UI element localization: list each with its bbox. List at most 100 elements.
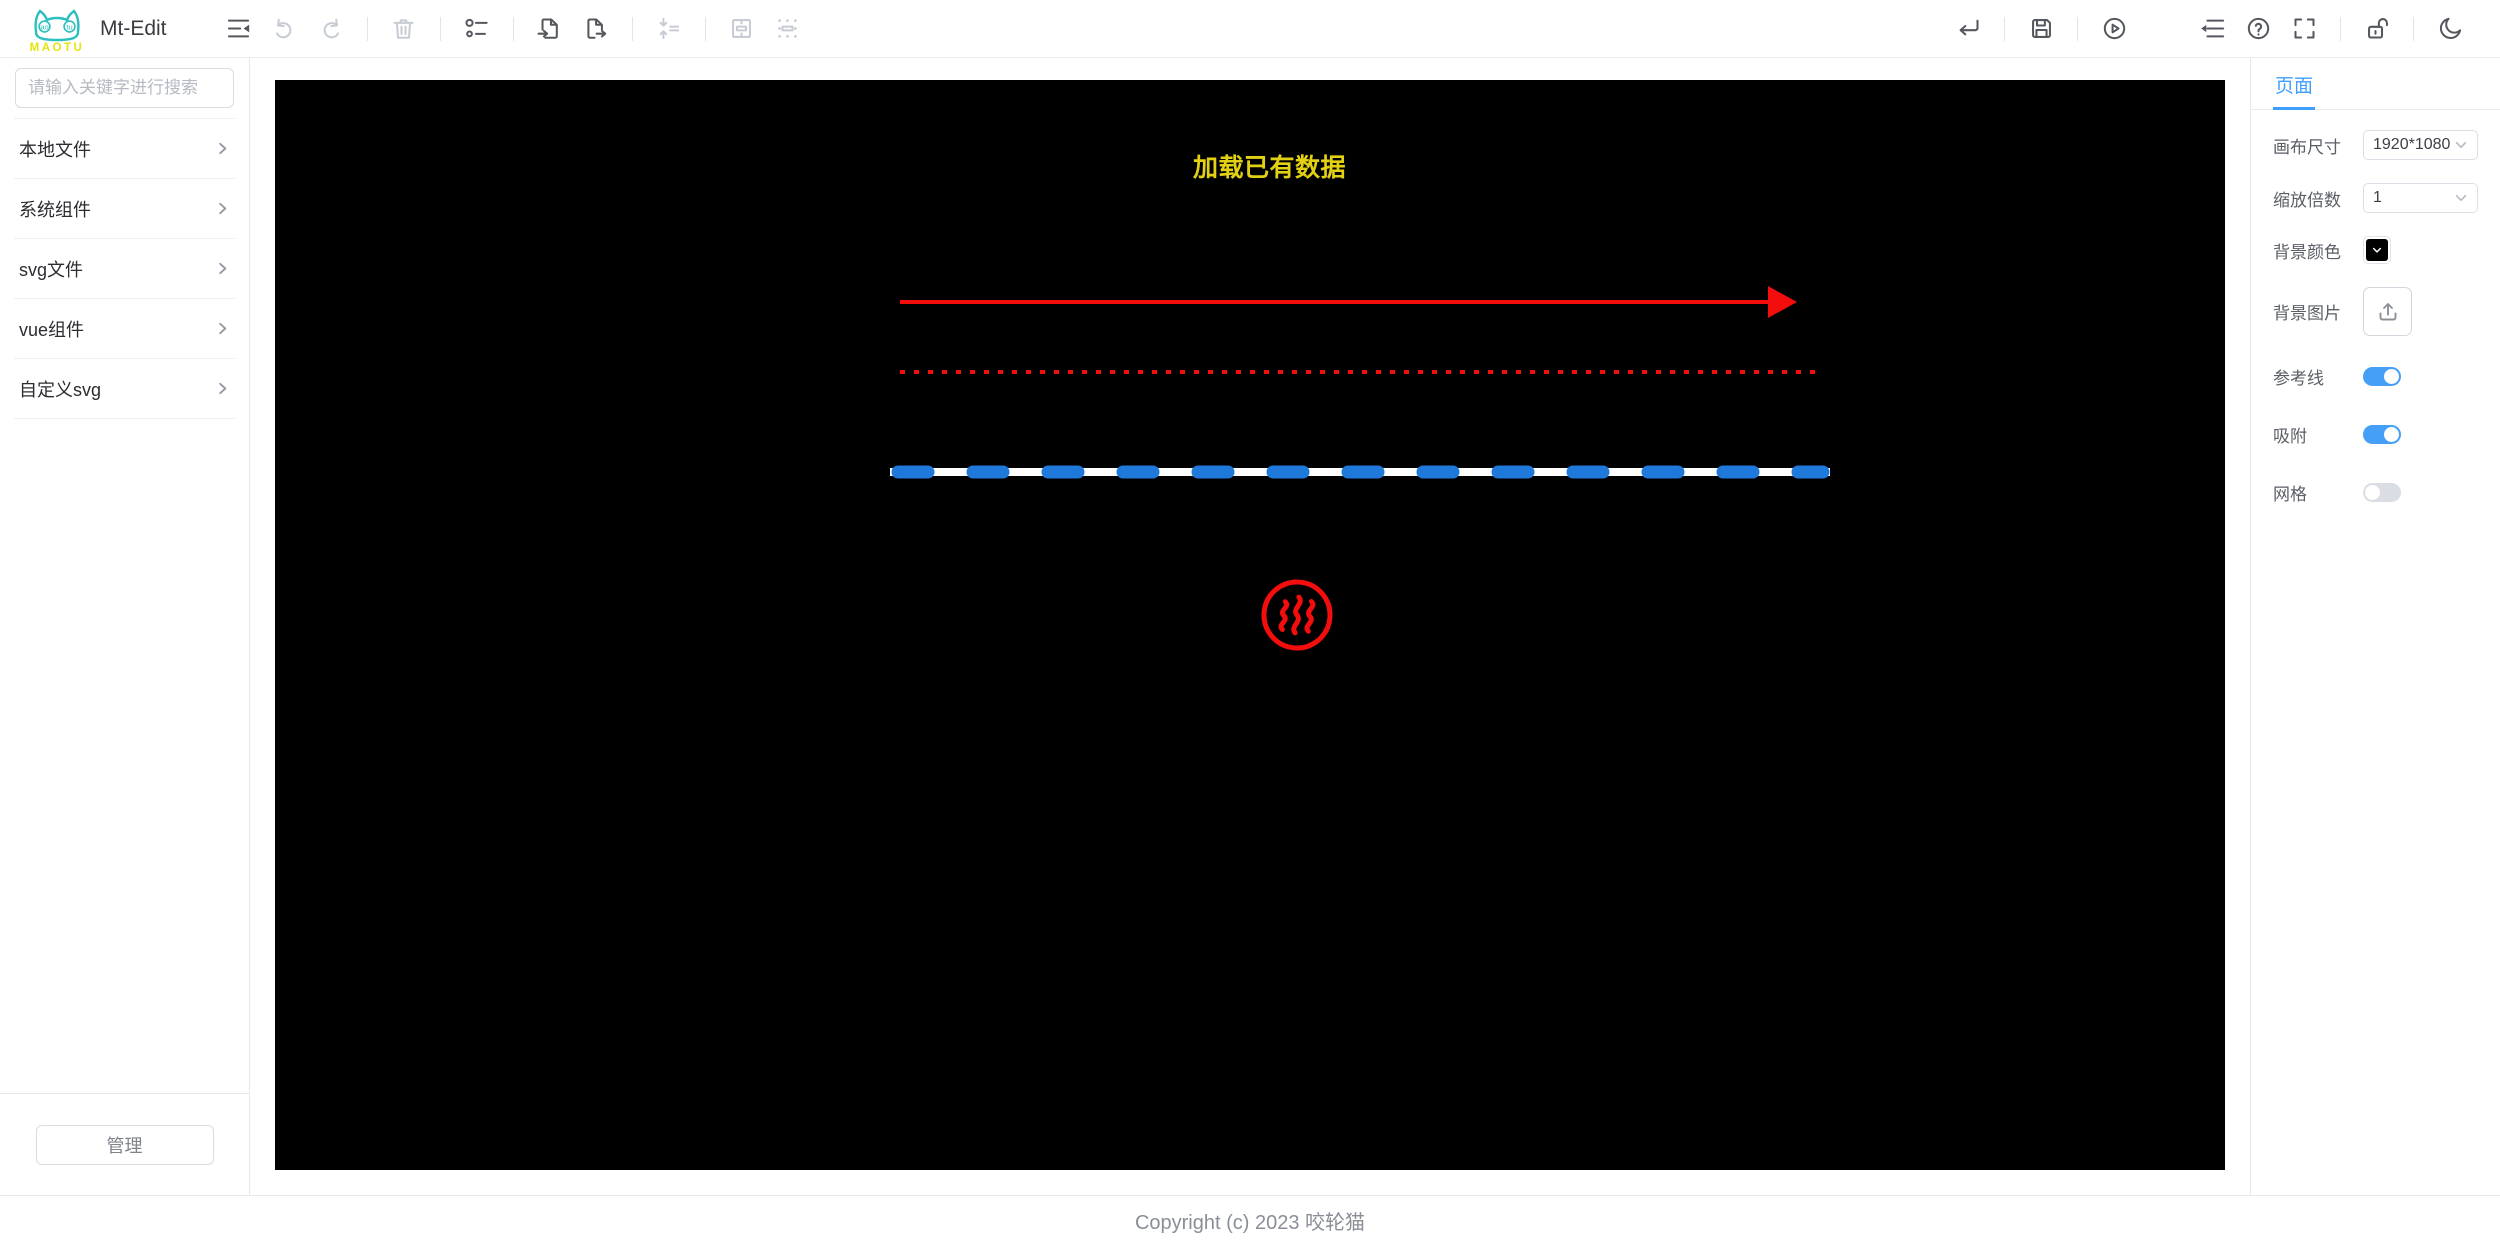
- back-button[interactable]: [1948, 9, 1988, 49]
- moon-icon: [2439, 17, 2461, 39]
- canvas-shapes: [890, 286, 1830, 652]
- canvas-text-element[interactable]: 加载已有数据: [1193, 154, 1347, 182]
- redo-button[interactable]: [311, 9, 351, 49]
- chevron-down-icon: [2372, 247, 2382, 253]
- arrow-head: [1768, 286, 1797, 318]
- align-box-icon: [732, 19, 751, 38]
- app-title: Mt-Edit: [100, 16, 167, 40]
- sidebar-item-vue-components[interactable]: vue组件: [14, 299, 235, 359]
- divider: [631, 16, 633, 41]
- chevron-right-icon: [219, 382, 227, 395]
- collapse-panel-button[interactable]: [2192, 9, 2232, 49]
- manage-button[interactable]: 管理: [35, 1124, 214, 1165]
- toolbar: ao tu MAOTU Mt-Edit: [0, 0, 2500, 58]
- export-file-icon: [587, 18, 607, 39]
- copyright-text: Copyright (c) 2023 咬轮猫: [1134, 1212, 1366, 1234]
- distribute-box-button[interactable]: [768, 9, 808, 49]
- sidebar-item-system-components[interactable]: 系统组件: [14, 179, 235, 239]
- tab-page[interactable]: 页面: [2273, 71, 2316, 110]
- import-file-button[interactable]: [530, 9, 570, 49]
- color-swatch: [2366, 239, 2388, 261]
- bg-color-label: 背景颜色: [2273, 242, 2341, 262]
- menu-fold-icon: [227, 19, 250, 38]
- zoom-factor-row: 缩放倍数 1: [2273, 183, 2478, 213]
- import-file-icon: [537, 18, 558, 39]
- snap-row: 吸附: [2273, 422, 2478, 447]
- sidebar-item-label: 自定义svg: [19, 379, 102, 400]
- fullscreen-button[interactable]: [2284, 9, 2324, 49]
- vertical-align-button[interactable]: [649, 9, 689, 49]
- ref-line-row: 参考线: [2273, 364, 2478, 389]
- menu-unfold-icon: [2200, 19, 2224, 38]
- chevron-down-icon: [2455, 141, 2467, 149]
- grid-toggle[interactable]: [2363, 483, 2401, 502]
- ref-line-label: 参考线: [2273, 369, 2324, 388]
- divider: [704, 16, 706, 41]
- zoom-factor-label: 缩放倍数: [2273, 190, 2341, 210]
- bg-image-upload-button[interactable]: [2363, 287, 2412, 336]
- page-settings-panel: 页面 画布尺寸 1920*1080 缩放倍数 1 背景颜色 背景图片 参考线: [2250, 58, 2500, 1195]
- grid-row: 网格: [2273, 480, 2478, 505]
- sidebar-footer: 管理: [0, 1093, 249, 1195]
- snap-label: 吸附: [2273, 427, 2307, 446]
- svg-text:tu: tu: [66, 22, 72, 31]
- distribute-box-icon: [778, 19, 797, 38]
- snap-toggle[interactable]: [2363, 425, 2401, 444]
- bg-color-row: 背景颜色: [2273, 236, 2478, 264]
- zoom-factor-value: 1: [2373, 189, 2382, 206]
- node-list-icon: [465, 18, 488, 38]
- divider: [439, 16, 441, 41]
- steam-icon[interactable]: [1261, 579, 1334, 652]
- collapse-sidebar-button[interactable]: [219, 9, 259, 49]
- return-arrow-icon: [1959, 19, 1979, 36]
- unlock-icon: [2367, 18, 2388, 39]
- sidebar-item-label: 系统组件: [19, 199, 91, 220]
- chevron-right-icon: [219, 142, 227, 155]
- canvas-size-select[interactable]: 1920*1080: [2363, 130, 2478, 160]
- sidebar-item-custom-svg[interactable]: 自定义svg: [14, 359, 235, 419]
- svg-text:MAOTU: MAOTU: [30, 42, 84, 52]
- canvas-size-row: 画布尺寸 1920*1080: [2273, 130, 2478, 160]
- sidebar-item-label: svg文件: [19, 259, 84, 280]
- svg-text:ao: ao: [40, 22, 48, 31]
- cat-logo-icon: ao tu MAOTU: [30, 8, 84, 52]
- save-button[interactable]: [2021, 9, 2061, 49]
- zoom-factor-select[interactable]: 1: [2363, 183, 2478, 213]
- help-icon: [2247, 17, 2269, 40]
- design-canvas[interactable]: 加载已有数据: [275, 80, 2225, 1170]
- search-input[interactable]: [15, 68, 234, 108]
- export-file-button[interactable]: [576, 9, 616, 49]
- preview-button[interactable]: [2094, 9, 2134, 49]
- tab-divider: [2251, 109, 2500, 110]
- editor-workspace: 加载已有数据: [250, 58, 2250, 1195]
- undo-icon: [275, 18, 292, 39]
- lock-button[interactable]: [2357, 9, 2397, 49]
- bg-color-picker[interactable]: [2363, 236, 2391, 264]
- sidebar-item-svg-files[interactable]: svg文件: [14, 239, 235, 299]
- bg-image-row: 背景图片: [2273, 287, 2478, 336]
- help-button[interactable]: [2238, 9, 2278, 49]
- redo-icon: [323, 18, 340, 39]
- app-footer: Copyright (c) 2023 咬轮猫: [0, 1195, 2500, 1245]
- delete-button[interactable]: [384, 9, 424, 49]
- sidebar-item-label: vue组件: [19, 319, 85, 340]
- ref-line-toggle[interactable]: [2363, 367, 2401, 386]
- align-box-button[interactable]: [722, 9, 762, 49]
- sidebar-item-local-files[interactable]: 本地文件: [14, 119, 235, 179]
- dark-mode-button[interactable]: [2430, 9, 2470, 49]
- divider: [2077, 16, 2078, 41]
- node-tree-button[interactable]: [457, 9, 497, 49]
- divider: [366, 16, 368, 41]
- grid-label: 网格: [2273, 485, 2307, 504]
- bg-image-label: 背景图片: [2273, 304, 2341, 323]
- chevron-right-icon: [219, 322, 227, 335]
- divider: [2413, 16, 2414, 41]
- divider: [512, 16, 514, 41]
- undo-button[interactable]: [265, 9, 305, 49]
- divider: [2004, 16, 2005, 41]
- left-sidebar: 本地文件 系统组件 svg文件 vue组件 自定义svg 管理: [0, 58, 250, 1195]
- vertical-align-icon: [659, 17, 680, 40]
- red-arrow-element[interactable]: [900, 286, 1797, 318]
- play-icon: [2103, 17, 2125, 40]
- trash-icon: [393, 19, 414, 39]
